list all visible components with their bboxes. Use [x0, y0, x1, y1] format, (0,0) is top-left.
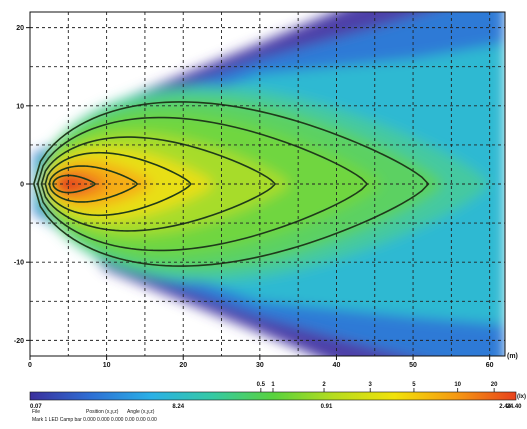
x-tick-label: 40 [333, 362, 341, 369]
colorbar-tick-label: 0.07 [30, 404, 42, 410]
x-tick-label: 10 [103, 362, 111, 369]
axes: 0 10 20 30 40 50 60 (m) 20 10 0 -10 -20 [14, 11, 518, 369]
colorbar-marker-label: 5 [412, 382, 416, 388]
y-tick-label: -10 [14, 260, 24, 267]
contour-level-20 [48, 165, 139, 203]
field-layer-7 [56, 176, 84, 192]
colorbar-tick-label: 24.40 [506, 404, 522, 410]
x-tick-label: 60 [486, 362, 494, 369]
footer: File Position (x,y,z) Angle (x,y,z) Mark… [32, 409, 157, 423]
contour-level-10 [44, 151, 192, 217]
colorbar-marker-label: 2 [322, 382, 326, 388]
colorbar-unit-label: (lx) [517, 394, 526, 400]
footer-file-label: File [32, 409, 40, 415]
y-tick-label: 20 [16, 25, 24, 32]
x-unit-label: (m) [507, 353, 518, 360]
colorbar-tick-label: 8.24 [172, 404, 184, 410]
colorbar-marker-label: 10 [454, 382, 461, 388]
colorbar-tick-label: 0.91 [321, 404, 333, 410]
x-tick-label: 30 [256, 362, 264, 369]
footer-details: Mark 1 LED Camp bar 0.000 0.000 0.000 0.… [32, 417, 157, 423]
y-tick-label: -20 [14, 338, 24, 345]
x-tick-label: 0 [28, 362, 32, 369]
colorbar-marker-label: 3 [369, 382, 373, 388]
footer-angle-label: Angle (x,y,z) [127, 409, 155, 415]
y-tick-label: 0 [20, 182, 24, 189]
footer-position-label: Position (x,y,z) [86, 409, 119, 415]
x-tick-label: 50 [409, 362, 417, 369]
colorbar-strip [29, 391, 517, 401]
colorbar-marker-label: 20 [491, 382, 498, 388]
contour-level-5 [40, 136, 277, 232]
contour-level-50 [52, 174, 97, 194]
colorbar-marker-label: 0.5 [257, 382, 266, 388]
colorbar-marker-label: 1 [271, 382, 275, 388]
colorbar-tick-label: 2.44 [499, 404, 511, 410]
grid [30, 12, 505, 356]
x-tick-label: 20 [179, 362, 187, 369]
y-tick-label: 10 [16, 103, 24, 110]
